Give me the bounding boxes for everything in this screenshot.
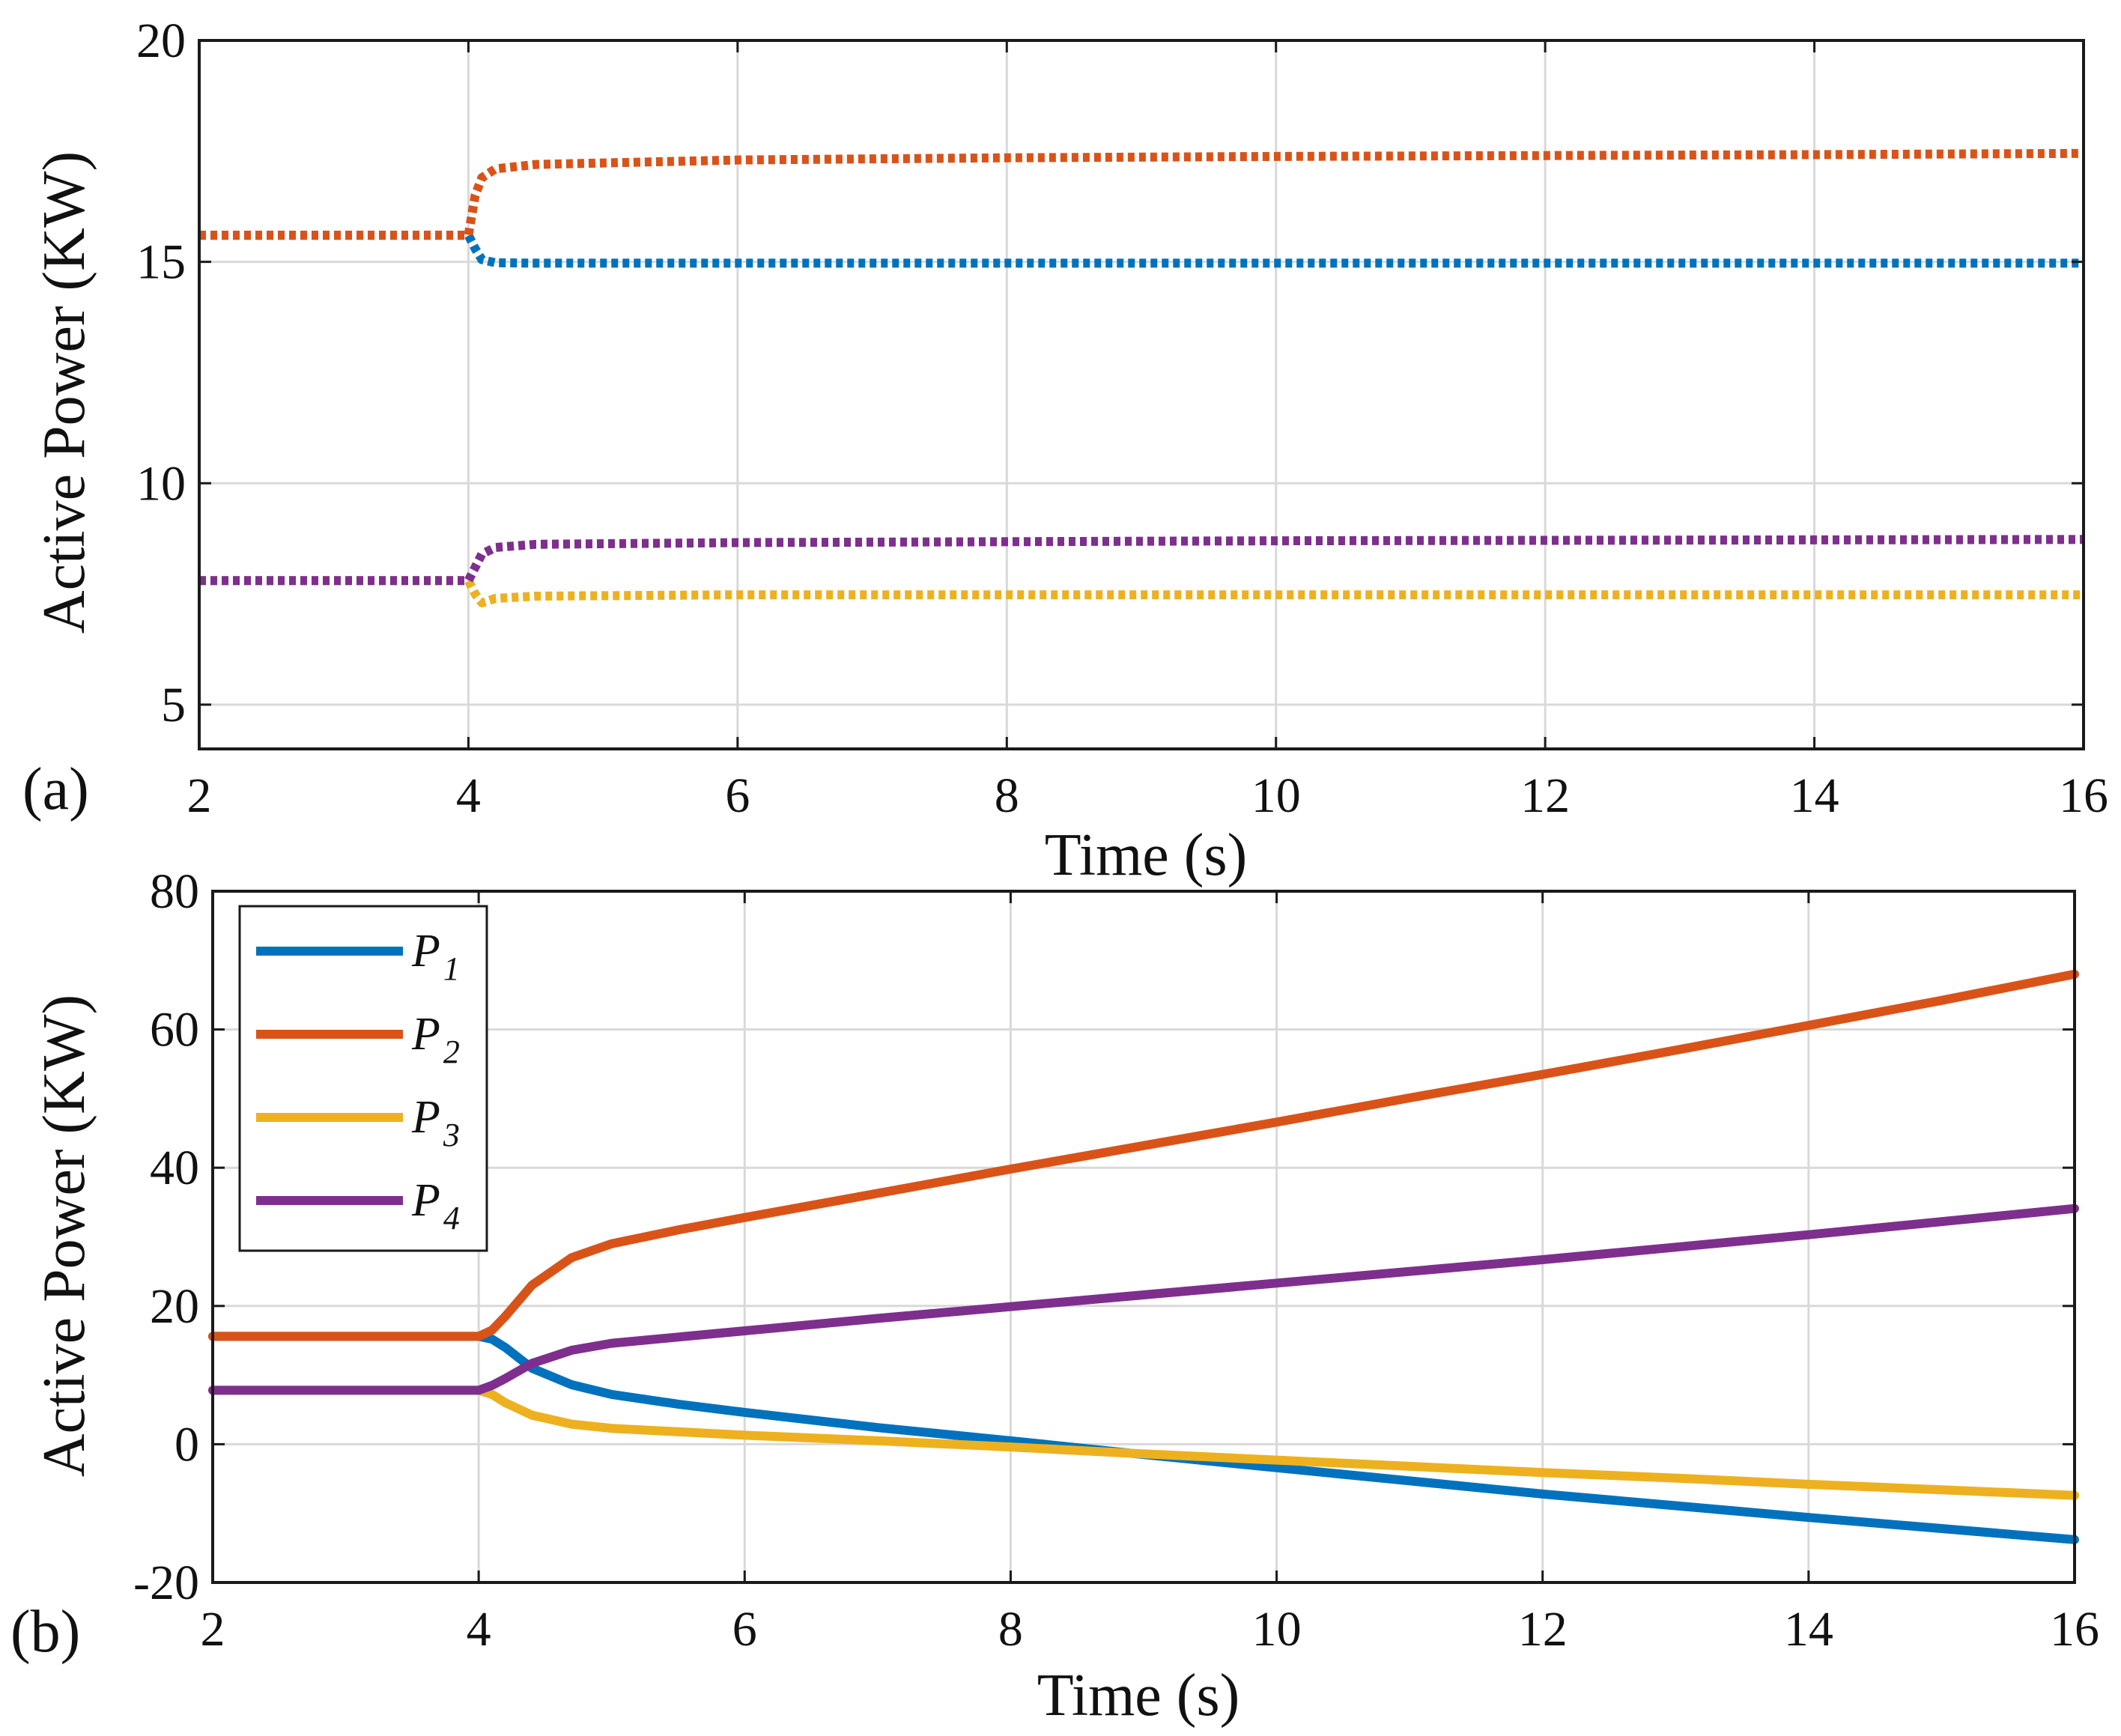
panel-a-series-p2-line: [199, 148, 2084, 240]
legend-label-p4: P4: [411, 1175, 460, 1236]
panel-b-series: [208, 969, 2079, 1544]
panel-a-series-p4-line: [199, 535, 2084, 586]
panel-a-x-tick-label: 12: [1520, 768, 1570, 823]
panel-a-x-axis-title: Time (s): [1045, 822, 1247, 888]
panel-a-y-axis-title: Active Power (KW): [31, 151, 97, 634]
panel-a-label: (a): [22, 756, 89, 822]
panel-b-y-axis-title: Active Power (KW): [31, 995, 97, 1477]
panel-b-y-tick-label: 40: [150, 1141, 199, 1195]
panel-a-series: [199, 148, 2084, 607]
panel-a-x-tick-label: 6: [725, 768, 750, 823]
panel-b-series-p4-line: [208, 1204, 2079, 1395]
panel-b-x-tick-label: 16: [2050, 1602, 2099, 1657]
panel-a-x-tick-label: 14: [1790, 768, 1839, 823]
legend: P1 P2 P3 P4: [238, 905, 488, 1252]
legend-entry-p4: P4: [256, 1175, 460, 1236]
panel-a-ticks: 2 4 6 8 10 12 14 16 5 10 15 20: [136, 13, 2108, 823]
panel-b-x-axis-title: Time (s): [1037, 1663, 1239, 1729]
panel-a-y-tick-label: 10: [136, 456, 186, 511]
panel-b-series-p1-line: [208, 1332, 2079, 1544]
panel-b-ticks: 2 4 6 8 10 12 14 16 -20 0 20 40 60 80: [133, 864, 2099, 1657]
panel-a-y-tick-label: 20: [136, 13, 186, 68]
legend-entry-p2: P2: [256, 1009, 460, 1070]
chart-panel-a: 2 4 6 8 10 12 14 16 5 10 15 20 Time (s) Active Powe…: [22, 13, 2108, 888]
legend-entry-p1: P1: [256, 926, 460, 987]
legend-label-p2: P2: [411, 1009, 460, 1070]
panel-b-x-tick-label: 8: [998, 1602, 1023, 1657]
panel-b-x-tick-label: 2: [201, 1602, 225, 1657]
panel-b-y-tick-label: 0: [175, 1417, 199, 1472]
panel-a-y-tick-label: 15: [136, 235, 186, 290]
panel-a-series-p1-line: [199, 231, 2084, 268]
legend-entry-p3: P3: [256, 1092, 460, 1153]
panel-b-series-p3-line: [208, 1386, 2079, 1500]
panel-a-grid: [198, 39, 2085, 749]
panel-a-x-tick-label: 8: [995, 768, 1019, 823]
legend-label-p3: P3: [411, 1092, 460, 1153]
panel-b-y-tick-label: -20: [133, 1556, 199, 1610]
panel-b-x-tick-label: 14: [1784, 1602, 1833, 1657]
panel-b-x-tick-label: 12: [1518, 1602, 1568, 1657]
panel-b-y-tick-label: 80: [150, 864, 199, 919]
panel-a-x-tick-label: 10: [1251, 768, 1301, 823]
panel-b-x-tick-label: 10: [1252, 1602, 1302, 1657]
panel-a-x-tick-label: 2: [187, 768, 212, 823]
chart-panel-b: 2 4 6 8 10 12 14 16 -20 0 20 40 60 80 Time (s) Active…: [10, 864, 2099, 1729]
panel-a-frame: [198, 39, 2085, 750]
panel-b-y-tick-label: 60: [150, 1003, 199, 1057]
panel-a-y-tick-label: 5: [161, 678, 186, 732]
panel-b-y-tick-label: 20: [150, 1279, 199, 1334]
panel-a-series-p3-line: [199, 576, 2084, 607]
legend-box: [238, 905, 488, 1252]
panel-b-x-tick-label: 6: [732, 1602, 757, 1657]
panel-b-x-tick-label: 4: [467, 1602, 491, 1657]
panel-b-label: (b): [10, 1599, 80, 1665]
panel-b-series-p2-line: [208, 969, 2079, 1341]
panel-b-frame: [211, 890, 2076, 1584]
panel-a-x-tick-label: 4: [456, 768, 481, 823]
legend-label-p1: P1: [411, 926, 460, 987]
panel-a-x-tick-label: 16: [2059, 768, 2108, 823]
